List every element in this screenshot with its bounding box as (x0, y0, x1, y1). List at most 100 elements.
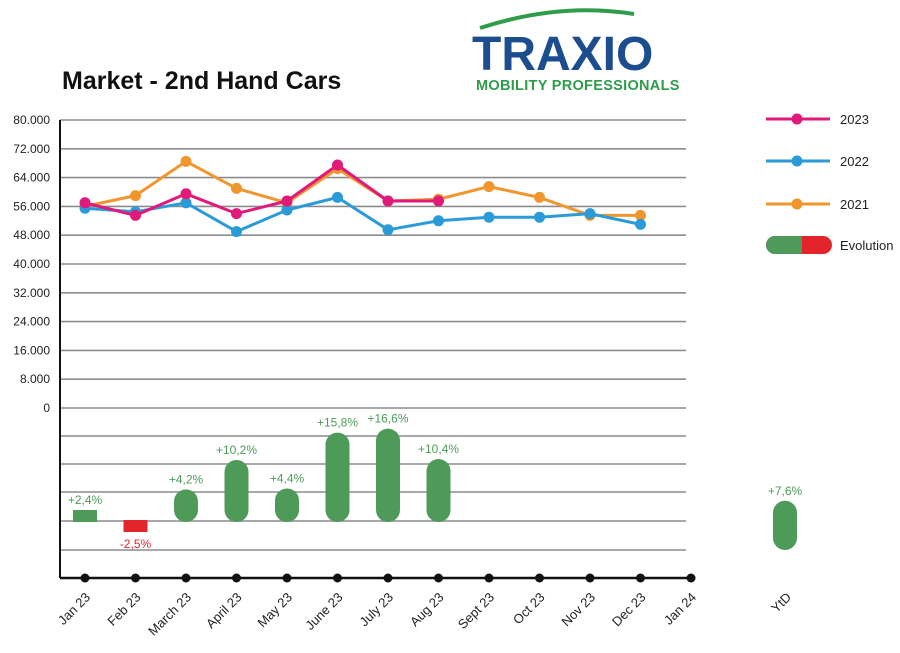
x-axis: Jan 23 Feb 23 March 23 April 23 May 23 June 2… (55, 573, 794, 639)
series-point-2022 (635, 218, 646, 230)
x-tick-label: Oct 23 (510, 590, 548, 628)
evolution-bar-label: -2,5% (120, 537, 152, 551)
series-point-2023 (433, 195, 444, 207)
legend-evolution-green (766, 236, 802, 254)
evolution-bar-label: +4,4% (270, 471, 305, 485)
x-axis-dot (686, 573, 696, 583)
series-point-2023 (382, 195, 394, 207)
x-axis-dot (131, 573, 140, 583)
y-tick-label: 24.000 (13, 315, 50, 329)
x-axis-dot (484, 573, 494, 583)
evolution-bar (73, 510, 97, 522)
y-tick-label: 40.000 (13, 257, 50, 271)
series-point-2021 (534, 191, 545, 203)
series-point-2022 (534, 211, 545, 223)
y-tick-label: 8.000 (20, 372, 50, 386)
x-tick-label: Jan 24 (661, 590, 699, 628)
evolution-bar-label: +15,8% (317, 416, 358, 430)
x-tick-label: June 23 (302, 590, 345, 633)
chart-legend: 2023 2022 2021 Evolution (766, 112, 893, 254)
evolution-bar-label: +16,6% (367, 412, 408, 426)
evolution-bar-label: +10,4% (418, 442, 459, 456)
x-axis-dot (282, 573, 292, 583)
series-point-2022 (180, 197, 192, 209)
evolution-bar (174, 489, 198, 522)
series-point-2022 (433, 215, 444, 227)
legend-label-evolution: Evolution (840, 238, 893, 253)
legend-label-2022: 2022 (840, 154, 869, 169)
series-point-2022 (584, 208, 596, 220)
series-point-2023 (231, 208, 242, 220)
logo-main-text: TRAXIO (472, 28, 653, 81)
x-tick-label: Sept 23 (455, 590, 497, 632)
legend-label-2023: 2023 (840, 112, 869, 127)
series-point-2021 (130, 190, 141, 202)
chart-title: Market - 2nd Hand Cars (62, 67, 341, 95)
series-point-2023 (281, 195, 293, 207)
legend-label-2021: 2021 (840, 197, 869, 212)
legend-marker-2021 (791, 198, 803, 210)
series-point-2023 (180, 188, 192, 200)
series-point-2023 (79, 197, 91, 209)
legend-marker-2022 (791, 155, 803, 167)
evolution-bar (426, 459, 451, 522)
y-axis-ticks: 80.000 72.000 64.000 56.000 48.000 40.000 32.0… (13, 113, 50, 415)
x-tick-label: April 23 (203, 590, 245, 632)
x-tick-label: Jan 23 (55, 590, 93, 628)
series-point-2023 (332, 159, 343, 171)
y-tick-label: 72.000 (13, 142, 50, 156)
x-tick-label: May 23 (254, 590, 295, 631)
evolution-bar (224, 460, 249, 522)
evolution-bar-label: +10,2% (216, 443, 257, 457)
evolution-bar (325, 432, 350, 522)
y-tick-label: 56.000 (13, 199, 50, 213)
x-tick-label: July 23 (356, 590, 396, 630)
series-point-2021 (635, 209, 646, 221)
x-axis-dot (333, 573, 342, 583)
traxio-logo: TRAXIO MOBILITY PROFESSIONALS (472, 8, 680, 94)
series-point-2022 (281, 204, 293, 216)
evolution-bar-label: +4,2% (169, 472, 204, 486)
series-point-2022 (231, 226, 242, 238)
x-tick-label-ytd: YtD (768, 590, 794, 616)
series-point-2022 (382, 224, 394, 236)
evolution-bar (123, 520, 148, 532)
legend-marker-2023 (791, 113, 803, 125)
series-lines (79, 155, 646, 238)
y-tick-label: 0 (43, 401, 50, 415)
ytd-bar-label: +7,6% (768, 484, 803, 498)
evolution-bar (275, 488, 299, 522)
series-point-2023 (130, 209, 141, 221)
x-axis-dot (535, 573, 544, 583)
y-tick-label: 80.000 (13, 113, 50, 127)
series-point-2021 (180, 155, 192, 167)
series-point-2021 (483, 181, 495, 193)
x-axis-dot (636, 573, 645, 583)
ytd-bar (773, 500, 797, 550)
x-axis-dot (383, 573, 393, 583)
x-tick-label: Aug 23 (407, 590, 447, 630)
evolution-bar (376, 428, 400, 522)
series-point-2022 (332, 191, 343, 203)
x-axis-dot (80, 573, 90, 583)
y-tick-label: 16.000 (13, 343, 50, 357)
y-tick-label: 64.000 (13, 171, 50, 185)
x-axis-dot (434, 573, 443, 583)
x-tick-label: March 23 (145, 590, 194, 639)
x-tick-label: Feb 23 (104, 590, 143, 629)
evolution-bar-label: +2,4% (68, 493, 103, 507)
chart-grid (59, 119, 686, 578)
evolution-bars: +2,4% -2,5% +4,2% +10,2% +4,4% +15,8% +16,6% +1… (68, 412, 803, 551)
x-tick-label: Dec 23 (609, 590, 649, 630)
logo-swoosh (479, 8, 635, 30)
y-tick-label: 32.000 (13, 286, 50, 300)
x-axis-dot (181, 573, 191, 583)
x-axis-dot (585, 573, 595, 583)
logo-sub-text: MOBILITY PROFESSIONALS (476, 78, 680, 94)
y-tick-label: 48.000 (13, 228, 50, 242)
series-point-2021 (231, 182, 242, 194)
series-line-2023 (84, 163, 439, 217)
series-point-2022 (483, 211, 495, 223)
series-line-2022 (84, 195, 641, 234)
